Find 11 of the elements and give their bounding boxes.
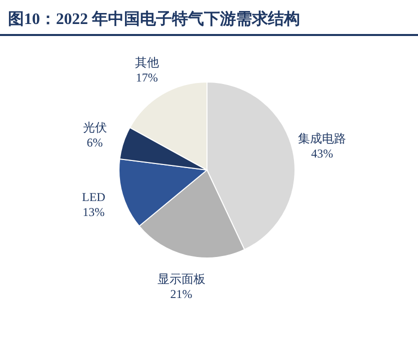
data-label: 17% bbox=[136, 70, 158, 84]
data-label: 21% bbox=[170, 287, 192, 302]
data-label: 43% bbox=[311, 146, 334, 160]
slice-label: 其他 bbox=[134, 55, 159, 70]
slice-label: 集成电路 bbox=[298, 131, 346, 146]
slice-label: 光伏 bbox=[82, 120, 107, 135]
slice-label: LED bbox=[82, 190, 106, 204]
data-label: 13% bbox=[82, 204, 105, 219]
data-label: 6% bbox=[86, 136, 103, 150]
chart-title: 图10：2022 年中国电子特气下游需求结构 bbox=[8, 10, 300, 28]
slice-label: 显示面板 bbox=[157, 272, 206, 286]
